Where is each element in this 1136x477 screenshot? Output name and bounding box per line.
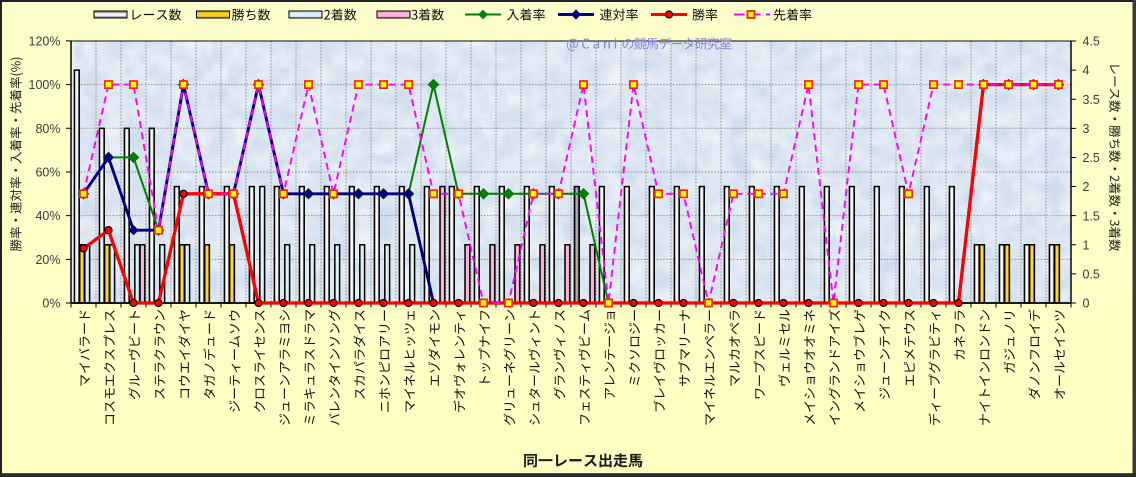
svg-text:0%: 0% — [42, 297, 60, 311]
svg-text:0: 0 — [1083, 297, 1090, 311]
svg-text:60%: 60% — [35, 166, 60, 180]
svg-text:2: 2 — [1083, 180, 1090, 194]
svg-text:1: 1 — [1083, 238, 1090, 252]
svg-text:80%: 80% — [35, 122, 60, 136]
svg-text:1.5: 1.5 — [1083, 209, 1100, 223]
svg-text:3.5: 3.5 — [1083, 93, 1100, 107]
svg-text:0.5: 0.5 — [1083, 268, 1100, 282]
svg-text:100%: 100% — [29, 78, 61, 92]
svg-text:4.5: 4.5 — [1083, 35, 1100, 49]
svg-text:120%: 120% — [29, 35, 61, 49]
svg-text:2.5: 2.5 — [1083, 151, 1100, 165]
svg-text:40%: 40% — [35, 209, 60, 223]
svg-text:4: 4 — [1083, 64, 1090, 78]
svg-text:3: 3 — [1083, 122, 1090, 136]
svg-text:20%: 20% — [35, 253, 60, 267]
